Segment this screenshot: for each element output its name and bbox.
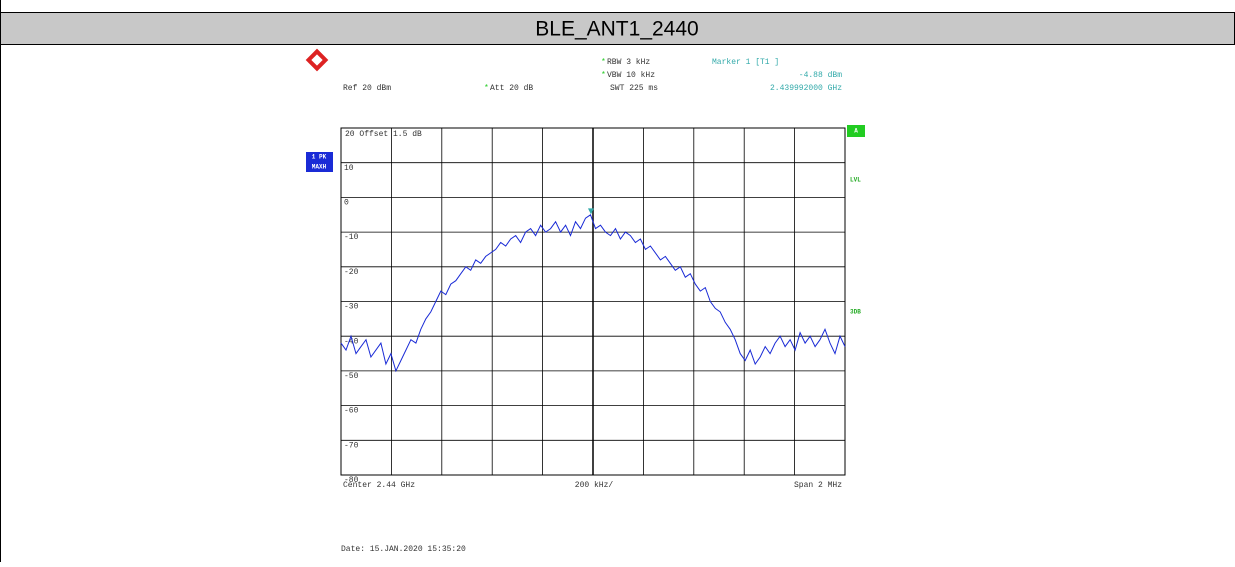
sweep-time: SWT 225 ms <box>610 84 658 93</box>
date: Date: 15.JAN.2020 15:35:20 <box>341 545 466 554</box>
attenuation: Att 20 dB <box>490 84 533 93</box>
y-tick-label: -80 <box>344 476 359 485</box>
chart-title: BLE_ANT1_2440 <box>535 18 698 41</box>
trace-badge <box>306 152 333 172</box>
y-tick-label: -20 <box>344 268 359 277</box>
y-tick-label: -70 <box>344 441 359 450</box>
lvl-label: LVL <box>850 177 861 184</box>
3db-label: 3DB <box>850 309 861 316</box>
y-tick-label: -40 <box>344 337 359 346</box>
y-tick-label: 0 <box>344 199 349 208</box>
y-tick-label: -50 <box>344 372 359 381</box>
vbw: VBW 10 kHz <box>607 71 655 80</box>
rbw-flag: * <box>601 58 606 67</box>
division: 200 kHz/ <box>575 481 614 490</box>
span: Span 2 MHz <box>794 481 842 490</box>
vbw-flag: * <box>601 71 606 80</box>
y-tick-label: -30 <box>344 303 359 312</box>
center-frequency: Center 2.44 GHz <box>343 481 415 490</box>
ref-level: Ref 20 dBm <box>343 84 391 93</box>
plot: 10 0 -10 -20 -30 -40 -50 -60 -70 -80 <box>340 127 846 485</box>
att-flag: * <box>484 84 489 93</box>
trace <box>340 214 846 373</box>
marker-value: -4.88 dBm <box>799 71 842 80</box>
trace-detector: 1 PK <box>312 154 327 161</box>
a-label: A <box>854 128 858 135</box>
title-bar <box>0 12 1235 45</box>
offset-label: 20 Offset 1.5 dB <box>345 130 422 139</box>
y-tick-label: 10 <box>344 164 354 173</box>
a-badge <box>847 125 865 137</box>
y-tick-label: -10 <box>344 233 359 242</box>
y-tick-label: -60 <box>344 407 359 416</box>
trace-mode: MAXH <box>312 164 327 171</box>
rbw: RBW 3 kHz <box>607 58 650 67</box>
marker-frequency: 2.439992000 GHz <box>770 84 842 93</box>
marker <box>587 208 594 215</box>
marker-label: Marker 1 [T1 ] <box>712 58 779 67</box>
